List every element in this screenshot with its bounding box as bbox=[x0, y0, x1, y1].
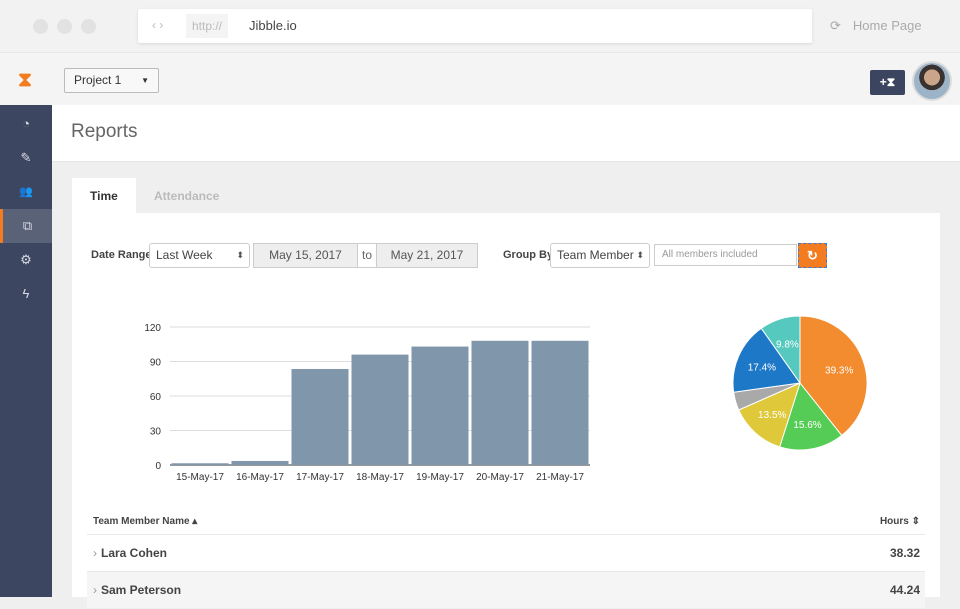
refresh-button[interactable]: ↻ bbox=[798, 243, 827, 268]
chevron-down-icon: ▼ bbox=[141, 76, 149, 85]
jibble-logo-icon[interactable]: ⧗ bbox=[18, 69, 33, 91]
sidebar-item-settings[interactable]: ⚙ bbox=[20, 252, 32, 267]
column-header-hours[interactable]: Hours ⇕ bbox=[879, 516, 920, 527]
pie-slice bbox=[738, 382, 801, 448]
title-bar: Reports bbox=[52, 105, 960, 162]
members-filter-input[interactable]: All members included bbox=[654, 244, 797, 266]
home-page-link[interactable]: ⟳ Home Page bbox=[830, 18, 922, 34]
pie-label: 13.5% bbox=[758, 410, 786, 421]
date-from-input[interactable]: May 15, 2017 bbox=[253, 243, 358, 268]
expand-chevron-icon[interactable]: › bbox=[93, 546, 97, 560]
pie-label: 15.6% bbox=[793, 420, 821, 431]
bar bbox=[351, 354, 409, 465]
x-tick-label: 20-May-17 bbox=[476, 472, 524, 483]
group-by-value: Team Member bbox=[557, 248, 634, 262]
bar bbox=[291, 368, 349, 465]
x-tick-label: 17-May-17 bbox=[296, 472, 344, 483]
bar bbox=[471, 340, 529, 465]
url-host: Jibble.io bbox=[249, 18, 297, 33]
pie-slice bbox=[799, 315, 868, 437]
tab-time[interactable]: Time bbox=[72, 178, 136, 214]
sidebar-item-integrations[interactable]: ϟ bbox=[22, 286, 30, 301]
pie-slice bbox=[779, 381, 843, 451]
updown-icon: ⬍ bbox=[236, 250, 244, 260]
tab-attendance[interactable]: Attendance bbox=[154, 189, 220, 203]
y-tick-label: 0 bbox=[155, 461, 161, 472]
member-name: Lara Cohen bbox=[101, 546, 168, 560]
table-row[interactable]: › Lara Cohen 38.32 bbox=[87, 534, 925, 571]
column-header-name[interactable]: Team Member Name ▴ bbox=[93, 516, 198, 527]
pie-label: 9.8% bbox=[776, 339, 799, 350]
date-to-input[interactable]: May 21, 2017 bbox=[376, 243, 478, 268]
protocol-label: http:// bbox=[186, 14, 228, 38]
bar bbox=[531, 340, 589, 465]
table-row[interactable]: › Sam Peterson 44.24 bbox=[87, 571, 925, 608]
window-close-dot[interactable] bbox=[33, 19, 48, 34]
date-range-select[interactable]: Last Week ⬍ bbox=[149, 243, 250, 268]
x-tick-label: 18-May-17 bbox=[356, 472, 404, 483]
window-maximize-dot[interactable] bbox=[81, 19, 96, 34]
bar bbox=[411, 346, 469, 465]
project-label: Project 1 bbox=[74, 73, 122, 87]
x-tick-label: 15-May-17 bbox=[176, 472, 224, 483]
pie-slice bbox=[732, 327, 801, 393]
reload-icon[interactable]: ⟳ bbox=[830, 18, 841, 33]
x-tick-label: 16-May-17 bbox=[236, 472, 284, 483]
app-header: ⧗ Project 1 ▼ +⧗ bbox=[0, 52, 960, 105]
bar bbox=[231, 460, 289, 465]
group-by-select[interactable]: Team Member ⬍ bbox=[550, 243, 650, 268]
home-page-label: Home Page bbox=[852, 18, 922, 33]
member-hours: 38.32 bbox=[889, 546, 920, 560]
page-title: Reports bbox=[71, 121, 138, 142]
members-pie-chart: 39.3% 15.6% 13.5% 17.4% 9.8% bbox=[732, 315, 868, 451]
y-tick-label: 30 bbox=[150, 427, 162, 438]
project-select[interactable]: Project 1 ▼ bbox=[64, 68, 159, 93]
y-tick-label: 60 bbox=[150, 392, 162, 403]
pie-slice bbox=[760, 315, 801, 385]
bar bbox=[171, 463, 229, 465]
avatar[interactable] bbox=[912, 61, 952, 101]
sidebar-item-dashboard[interactable]: ◔ bbox=[22, 116, 30, 131]
date-range-value: Last Week bbox=[156, 248, 213, 262]
pie-label: 39.3% bbox=[825, 365, 853, 376]
clock-in-button[interactable]: +⧗ bbox=[870, 70, 905, 95]
sidebar: ◔ ✎ 👥 ⧉ ⚙ ϟ bbox=[0, 105, 52, 597]
y-tick-label: 90 bbox=[150, 358, 162, 369]
browser-chrome: ‹ › http:// Jibble.io ⟳ Home Page bbox=[0, 0, 960, 52]
group-by-label: Group By bbox=[503, 249, 554, 261]
sidebar-item-people[interactable]: 👥 bbox=[19, 186, 33, 198]
sidebar-item-reports[interactable]: ⧉ bbox=[0, 209, 52, 243]
address-bar[interactable]: ‹ › http:// Jibble.io bbox=[138, 9, 812, 43]
date-range-label: Date Range bbox=[91, 249, 152, 261]
back-forward-icon[interactable]: ‹ › bbox=[152, 18, 164, 32]
to-label: to bbox=[358, 243, 376, 268]
sidebar-item-timesheets[interactable]: ✎ bbox=[20, 150, 32, 165]
member-name: Sam Peterson bbox=[101, 583, 182, 597]
member-hours: 44.24 bbox=[889, 583, 920, 597]
hours-bar-chart: 0 30 60 90 120 15-May-17 16-May-17 17-May-17 18-… bbox=[144, 323, 590, 483]
y-tick-label: 120 bbox=[144, 323, 161, 334]
x-tick-label: 21-May-17 bbox=[536, 472, 584, 483]
report-card: Date Range Last Week ⬍ May 15, 2017 to Ma… bbox=[72, 213, 940, 608]
x-tick-label: 19-May-17 bbox=[416, 472, 464, 483]
window-minimize-dot[interactable] bbox=[57, 19, 72, 34]
updown-icon: ⬍ bbox=[636, 250, 644, 260]
pie-label: 17.4% bbox=[748, 363, 776, 374]
expand-chevron-icon[interactable]: › bbox=[93, 583, 97, 597]
